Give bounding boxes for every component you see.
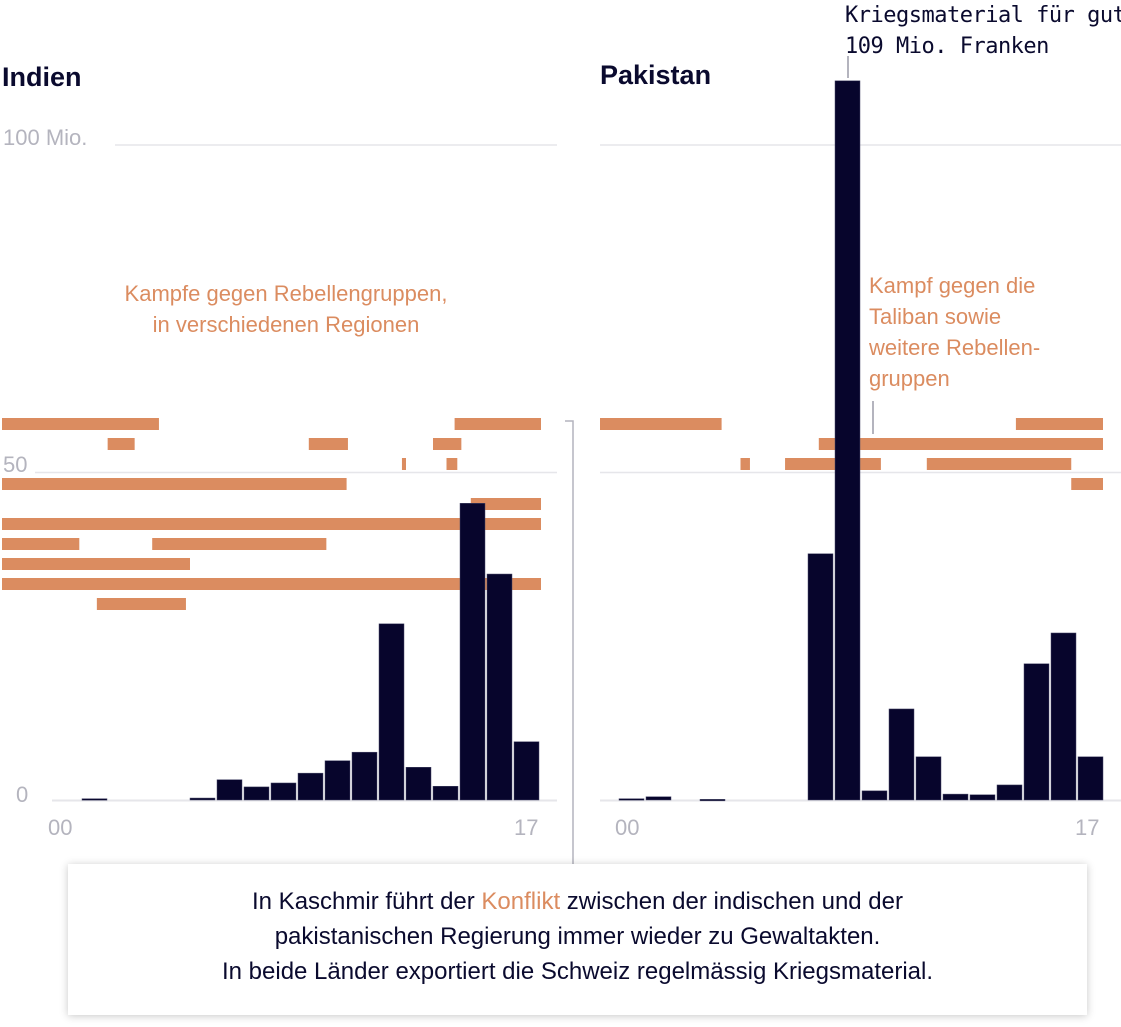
conflict-bar — [2, 518, 541, 530]
conflict-bar — [2, 578, 541, 590]
conflict-bar — [308, 438, 348, 450]
conflict-bar — [152, 538, 327, 550]
info-text: In Kaschmir führt der — [252, 888, 482, 915]
conflict-bar — [740, 458, 750, 470]
conflict-bar — [433, 438, 462, 450]
conflict-bar — [2, 538, 80, 550]
bar-2015 — [459, 503, 486, 801]
bar-2006 — [216, 779, 243, 801]
bar-2000 — [618, 798, 645, 801]
bar-2003 — [699, 799, 726, 802]
y-tick-50: 50 — [3, 452, 28, 477]
bar-2014 — [432, 785, 459, 801]
bar-2015 — [1023, 663, 1050, 801]
bar-2016 — [1050, 632, 1077, 801]
conflict-bar — [2, 558, 190, 570]
info-box: In Kaschmir führt der Konflikt zwischen … — [68, 864, 1087, 1015]
conflict-bar — [1071, 478, 1103, 490]
info-line-2: pakistanischen Regierung immer wieder zu… — [274, 923, 881, 950]
info-line-3: In beide Länder exportiert die Schweiz r… — [221, 958, 934, 985]
bar-2009 — [861, 790, 888, 801]
bar-2005 — [189, 797, 216, 801]
bar-2010 — [888, 708, 915, 801]
y-tick-100: 100 Mio. — [3, 125, 88, 150]
annotation-line: 109 Mio. Franken — [845, 34, 1049, 59]
bar-2011 — [351, 751, 378, 801]
conflict-bar — [1015, 418, 1103, 430]
bar-2011 — [915, 756, 942, 801]
bar-2016 — [486, 573, 513, 801]
conflict-bar — [600, 418, 722, 430]
annotation-line: Kriegsmaterial für gut — [845, 3, 1121, 28]
conflict-bar — [2, 478, 347, 490]
annotation-line: weitere Rebellen- — [869, 335, 1041, 360]
conflict-bar — [926, 458, 1072, 470]
bar-2008 — [270, 782, 297, 801]
x-tick-pakistan-17: 17 — [1075, 815, 1100, 840]
bar-2001 — [645, 796, 672, 801]
annotation-line: Kampf gegen die — [869, 273, 1036, 298]
conflict-bar — [96, 598, 186, 610]
bar-2007 — [243, 786, 270, 801]
bar-2007 — [807, 553, 834, 801]
info-line-1: In Kaschmir führt der Konflikt zwischen … — [68, 884, 1087, 919]
conflict-bar — [2, 418, 159, 430]
conflict-bar — [785, 458, 881, 470]
pakistan-conflict-annotation: Kampf gegen die Taliban sowie weitere Re… — [869, 270, 1040, 394]
panel-title-pakistan: Pakistan — [600, 60, 712, 90]
x-tick-indien-00: 00 — [48, 815, 73, 840]
bar-2012 — [942, 793, 969, 801]
x-tick-pakistan-00: 00 — [615, 815, 640, 840]
info-text: zwischen der indischen und der — [560, 888, 903, 915]
bar-2008 — [834, 80, 861, 801]
x-tick-indien-17: 17 — [514, 815, 539, 840]
bar-2017 — [513, 741, 540, 801]
y-tick-0: 0 — [16, 782, 29, 807]
bar-2013 — [405, 767, 432, 801]
annotation-line: in verschiedenen Regionen — [152, 312, 420, 337]
panel-title-indien: Indien — [2, 62, 82, 92]
kashmir-connector-line — [565, 420, 574, 878]
bar-2013 — [969, 794, 996, 801]
bar-2014 — [996, 784, 1023, 801]
bar-2009 — [297, 772, 324, 801]
annotation-line: gruppen — [869, 366, 950, 391]
bar-2001 — [81, 798, 108, 801]
bar-2012 — [378, 623, 405, 801]
conflict-bar — [446, 458, 458, 470]
peak-annotation: Kriegsmaterial für gut 109 Mio. Franken — [845, 0, 1121, 62]
conflict-bar — [470, 498, 541, 510]
konflikt-link[interactable]: Konflikt — [481, 888, 561, 915]
annotation-line: Taliban sowie — [869, 304, 1002, 329]
conflict-bar — [107, 438, 135, 450]
bar-2010 — [324, 760, 351, 801]
conflict-bar — [401, 458, 406, 470]
annotation-line: Kampfe gegen Rebellengruppen, — [124, 281, 448, 306]
conflict-bar — [818, 438, 1103, 450]
indien-conflict-annotation: Kampfe gegen Rebellengruppen, in verschi… — [103, 278, 469, 340]
conflict-bar — [454, 418, 541, 430]
bar-2017 — [1077, 756, 1104, 801]
